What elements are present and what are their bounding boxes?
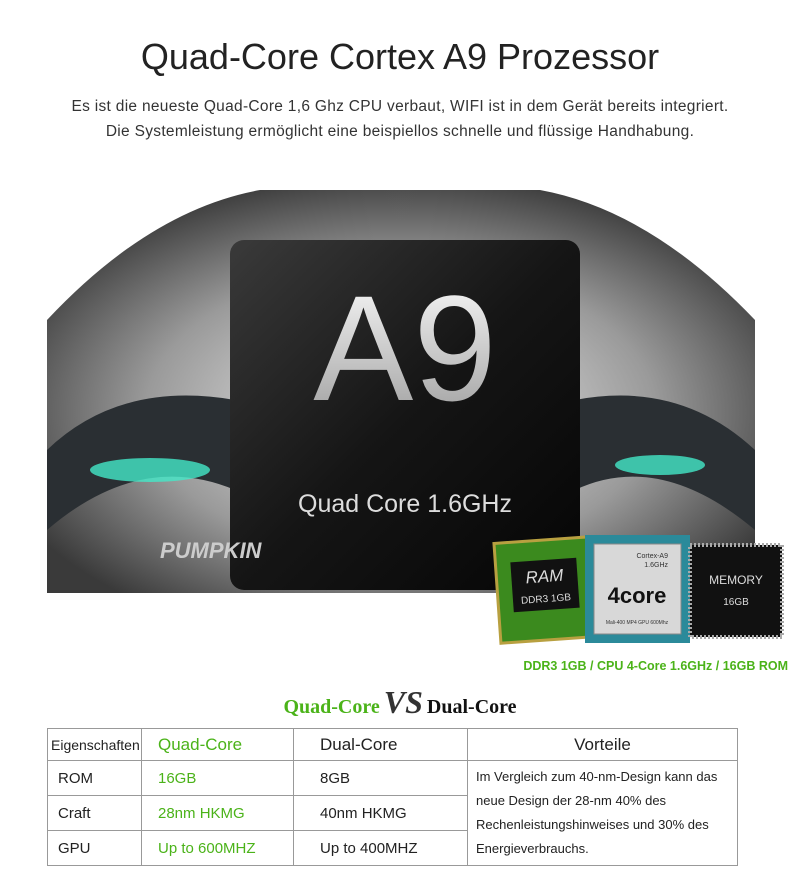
header-cell: Quad-Core — [141, 728, 294, 761]
comparison-table: Eigenschaften Quad-Core Dual-Core Vortei… — [47, 728, 738, 866]
glow — [90, 458, 210, 482]
title: Quad-Core Cortex A9 Prozessor — [140, 36, 660, 77]
quad-value: 16GB — [141, 760, 294, 796]
dual-value: 8GB — [293, 760, 468, 796]
quad-value: Up to 600MHZ — [141, 830, 294, 866]
row-label: ROM — [47, 760, 142, 796]
comparison-vs: VS — [383, 684, 423, 720]
row-label: Craft — [47, 795, 142, 831]
chip — [230, 240, 580, 590]
ram-die — [510, 557, 580, 613]
ram-label: RAM — [525, 566, 565, 588]
memory-chip — [688, 543, 784, 639]
brand: PUMPKIN — [160, 538, 263, 563]
memory-sub: 16GB — [723, 597, 749, 608]
cpu-top: Cortex-A9 — [636, 553, 668, 560]
dual-value: Up to 400MHZ — [293, 830, 468, 866]
glow — [615, 455, 705, 475]
dual-value: 40nm HKMG — [293, 795, 468, 831]
advantage-note: Im Vergleich zum 40-nm-Design kann das n… — [467, 760, 738, 866]
comparison-right: Dual-Core — [426, 696, 517, 718]
table-row: ROM 16GB 8GB Im Vergleich zum 40-nm-Design… — [47, 760, 738, 866]
chip-subtitle: Quad Core 1.6GHz — [298, 490, 512, 518]
quad-value: 28nm HKMG — [141, 795, 294, 831]
table-header: Eigenschaften Quad-Core Dual-Core Vortei… — [47, 728, 738, 761]
cpu-lid — [593, 543, 682, 635]
cpu-gpu: Mali-400 MP4 GPU 600Mhz — [606, 620, 669, 626]
table-row: Craft 28nm HKMG 40nm HKMG — [47, 795, 738, 831]
description-line: Die Systemleistung ermöglicht eine beisp… — [105, 123, 695, 140]
cpu-label: 4core — [608, 583, 667, 608]
header-cell: Eigenschaften — [47, 728, 142, 761]
hero-art: A9 Quad Core 1.6GHz PUMPKIN RAM DDR3 1GB… — [47, 190, 788, 673]
table-row: GPU Up to 600MHZ Up to 400MHZ — [47, 830, 738, 866]
components-caption: DDR3 1GB / CPU 4-Core 1.6GHz / 16GB ROM — [523, 659, 788, 673]
comparison-left: Quad-Core — [283, 696, 380, 718]
description-line: Es ist die neueste Quad-Core 1,6 Ghz CPU… — [71, 98, 729, 115]
comparison-heading: Quad-Core VS Dual-Core — [0, 684, 800, 721]
ram-sub: DDR3 1GB — [521, 592, 572, 606]
cpu-freq: 1.6GHz — [644, 562, 668, 569]
row-label: GPU — [47, 830, 142, 866]
memory-label: MEMORY — [709, 573, 763, 587]
header-cell: Vorteile — [467, 728, 738, 761]
chip-label: A9 — [313, 264, 496, 432]
header-cell: Dual-Core — [293, 728, 468, 761]
